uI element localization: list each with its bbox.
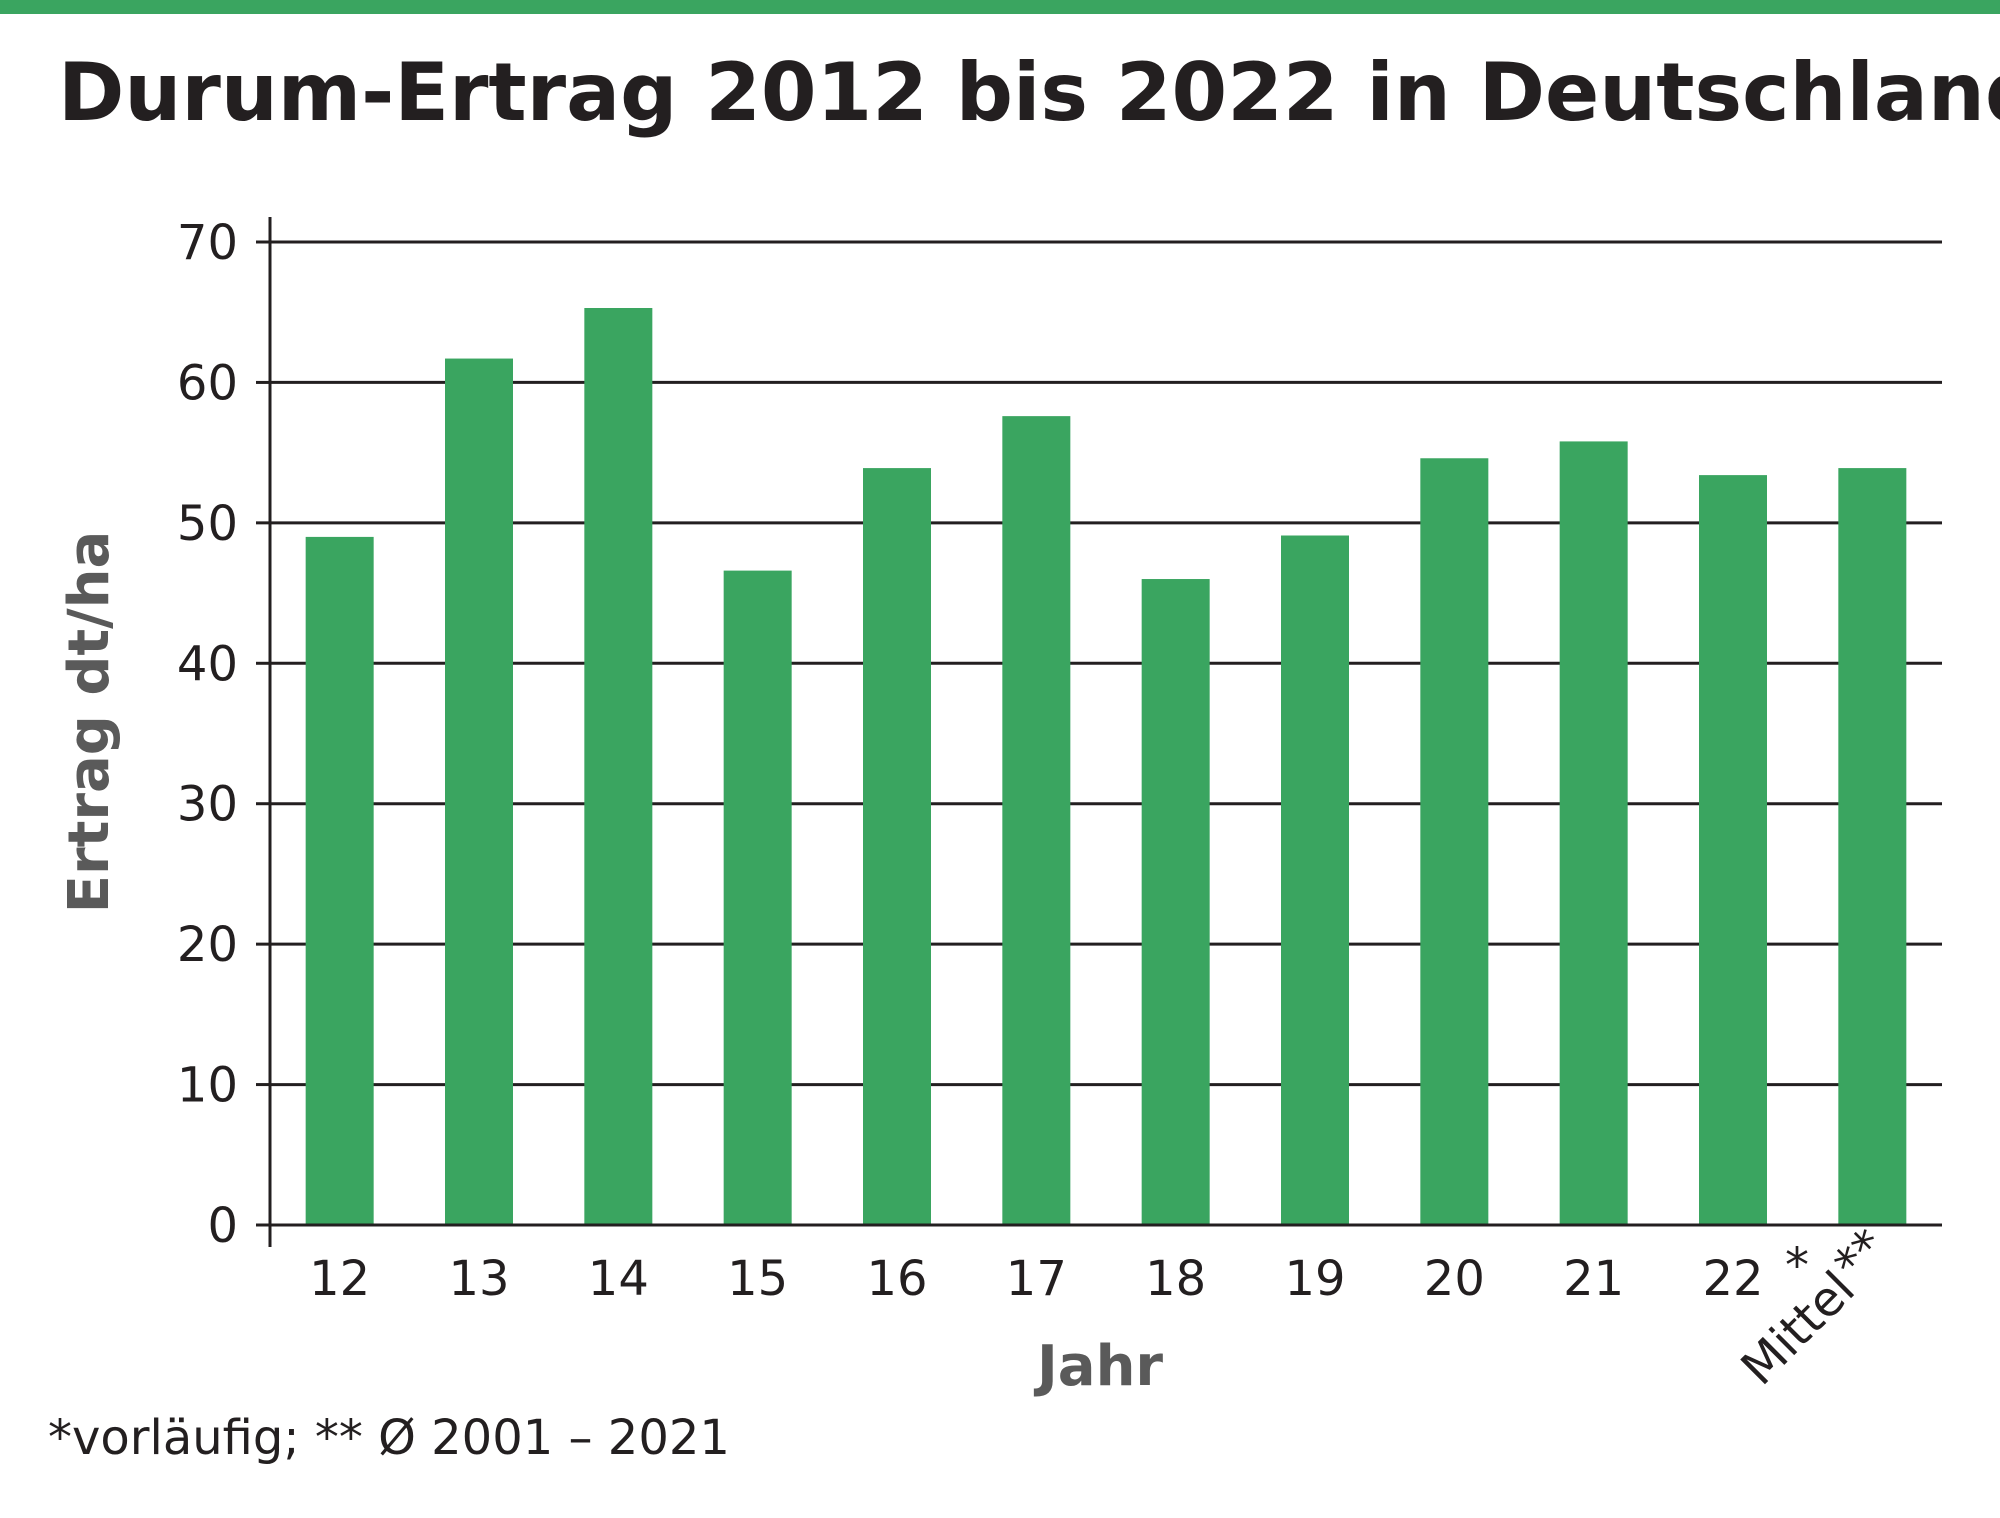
- bar: [863, 468, 931, 1226]
- bar: [445, 358, 513, 1225]
- axes: [256, 217, 1942, 1247]
- y-tick-label: 20: [177, 917, 238, 973]
- x-tick-label: 22: [1702, 1251, 1763, 1307]
- x-tick-label: 15: [727, 1251, 788, 1307]
- y-tick-label: 30: [177, 777, 238, 833]
- x-tick-label: 13: [448, 1251, 509, 1307]
- bar: [1838, 468, 1907, 1226]
- top-accent-bar: [0, 0, 2000, 14]
- x-tick-label: 18: [1145, 1251, 1206, 1307]
- bars: [305, 308, 1907, 1226]
- bar: [1002, 416, 1071, 1225]
- bar: [1141, 579, 1210, 1225]
- x-tick-label: 17: [1006, 1251, 1067, 1307]
- x-tick-label-group: Mittel**: [1731, 1218, 1897, 1396]
- x-tick-marker: *: [1785, 1238, 1809, 1294]
- y-tick-label: 10: [177, 1058, 238, 1114]
- x-tick-label: 21: [1563, 1251, 1624, 1307]
- y-tick-label: 50: [177, 496, 238, 552]
- bar: [1420, 458, 1489, 1225]
- bar: [584, 308, 653, 1225]
- y-axis-title: Ertrag dt/ha: [57, 531, 122, 914]
- x-axis-title: Jahr: [1033, 1334, 1163, 1399]
- gridlines: [270, 240, 1942, 1087]
- bar: [305, 536, 374, 1225]
- bar: [723, 570, 792, 1225]
- y-tick-label: 40: [177, 636, 238, 692]
- x-tick-label: 12: [309, 1251, 370, 1307]
- y-tick-label: 60: [177, 355, 238, 411]
- bar: [1281, 535, 1349, 1225]
- x-tick-label: 14: [588, 1251, 649, 1307]
- y-tick-label: 0: [207, 1198, 238, 1254]
- x-tick-label: 20: [1424, 1251, 1485, 1307]
- x-tick-label: 19: [1284, 1251, 1345, 1307]
- chart-title: Durum-Ertrag 2012 bis 2022 in Deutschlan…: [58, 46, 2000, 139]
- y-tick-label: 70: [177, 215, 238, 271]
- bar: [1699, 475, 1767, 1225]
- y-tick-labels: 0 10 20 30 40 50 60 70: [177, 215, 238, 1254]
- x-tick-label: 16: [866, 1251, 927, 1307]
- bar: [1559, 441, 1628, 1225]
- footnote: *vorläufig; ** Ø 2001 – 2021: [48, 1410, 730, 1466]
